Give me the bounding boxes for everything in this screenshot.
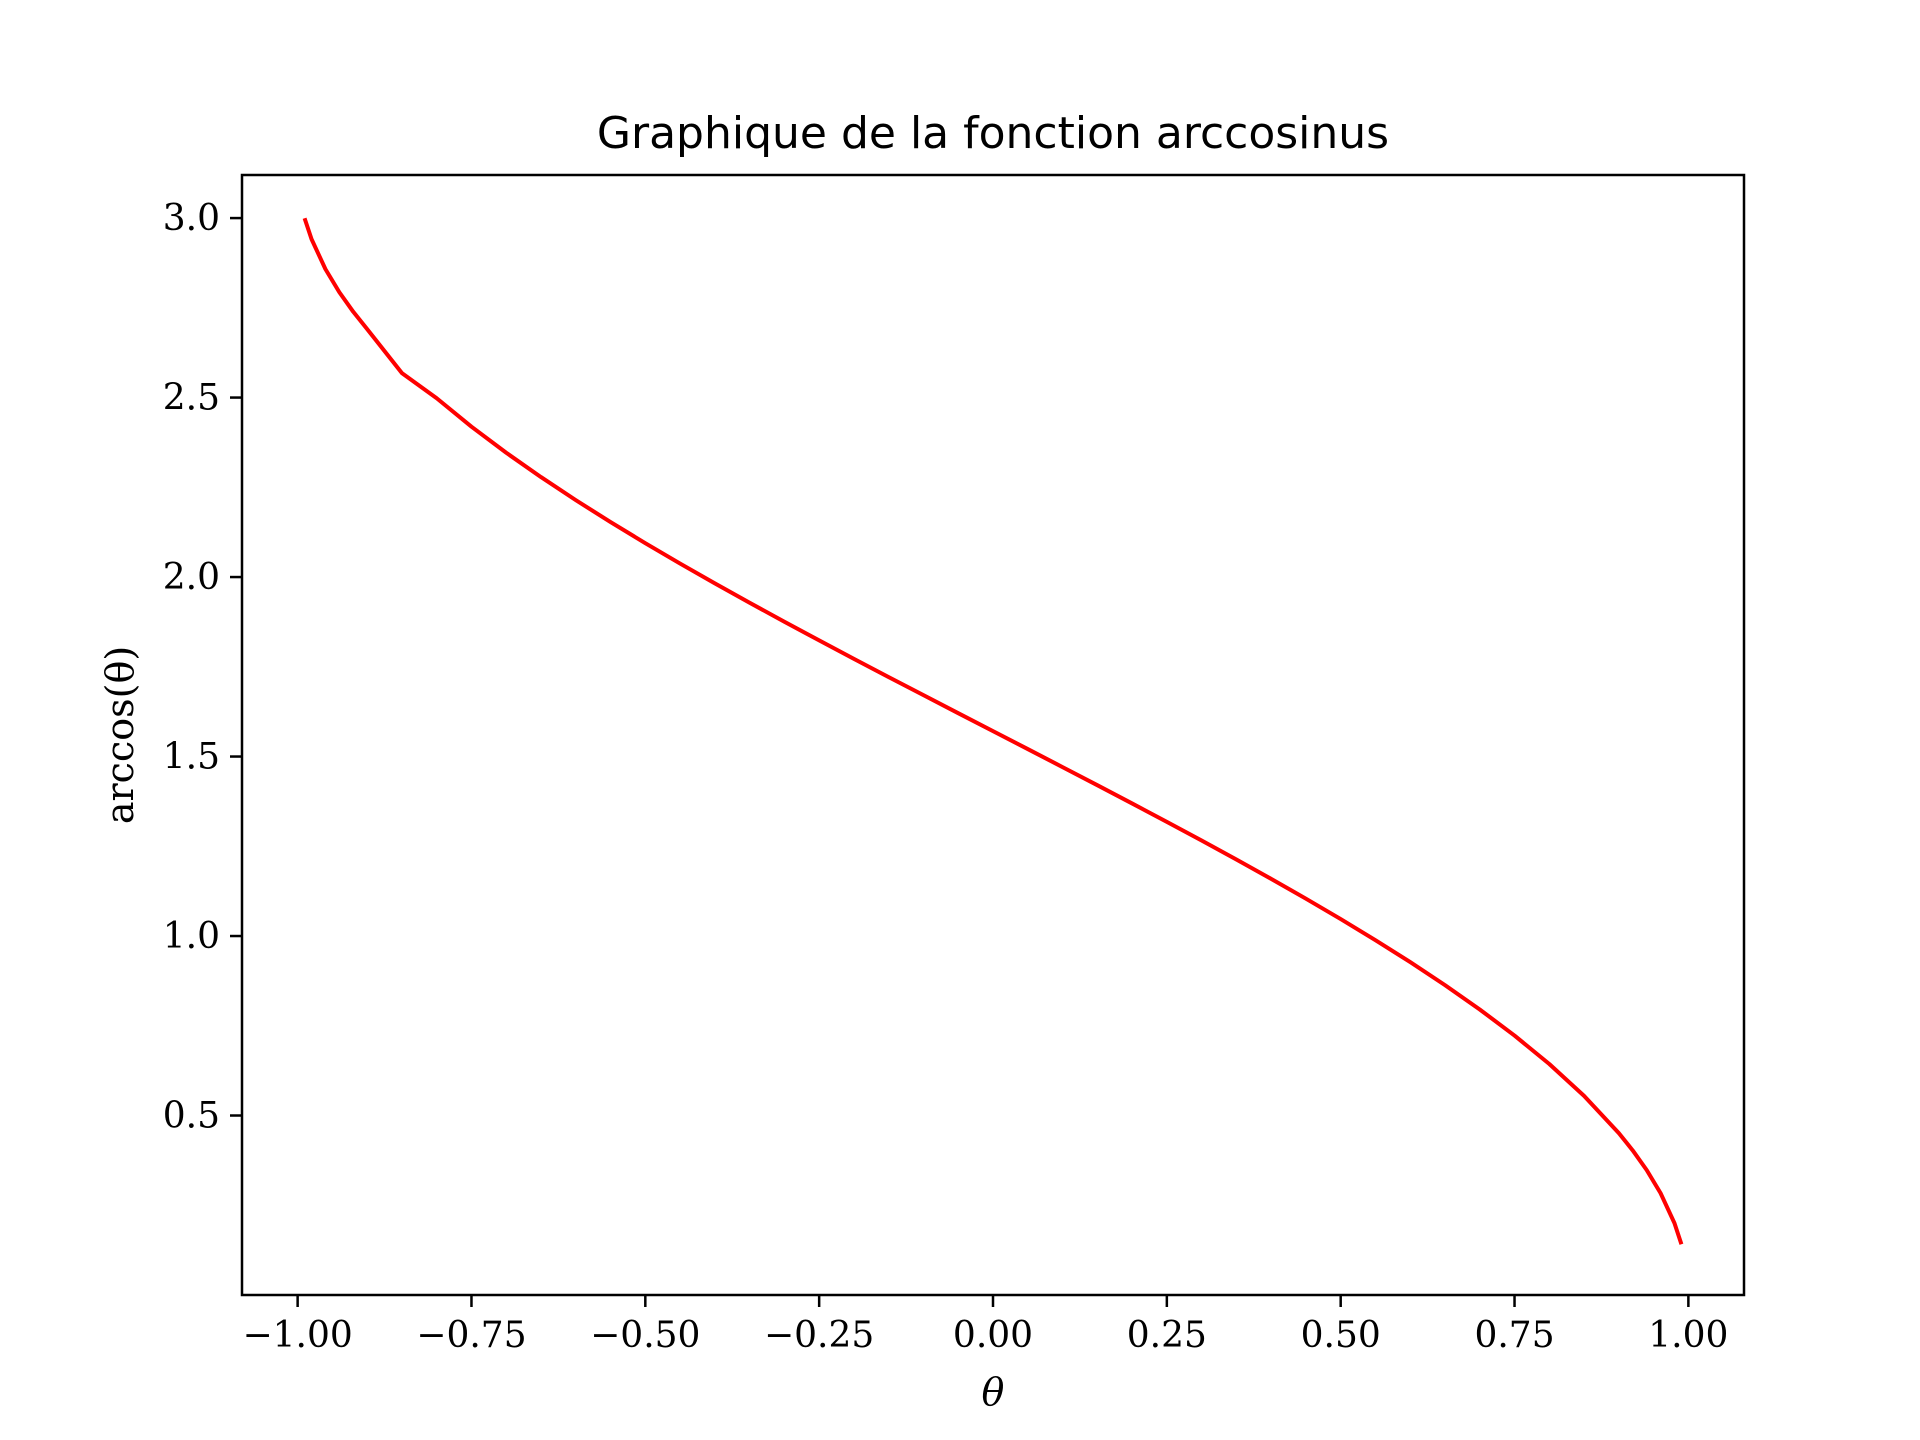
x-tick-label: 0.50 <box>1301 1315 1381 1356</box>
y-tick-label: 3.0 <box>163 198 220 239</box>
y-tick-label: 1.5 <box>163 737 220 778</box>
plot-frame <box>240 173 1746 1297</box>
y-axis: 0.5 1.0 1.5 2.0 2.5 3.0 <box>163 198 242 1137</box>
x-tick-label: −0.25 <box>764 1315 874 1356</box>
x-tick-label: −0.50 <box>590 1315 700 1356</box>
chart-title: Graphique de la fonction arccosinus <box>597 108 1389 159</box>
x-axis-label: θ <box>982 1370 1005 1414</box>
x-tick-label: 1.00 <box>1648 1315 1728 1356</box>
x-tick-label: −0.75 <box>416 1315 526 1356</box>
x-tick-label: 0.25 <box>1127 1315 1207 1356</box>
y-axis-label: arccos(θ) <box>98 646 142 824</box>
x-tick-label: 0.75 <box>1474 1315 1554 1356</box>
arccos-series-line <box>302 217 1684 1245</box>
plot-area <box>240 173 1746 1297</box>
x-axis: −1.00 −0.75 −0.50 −0.25 0.00 0.25 0.50 0.75 1.00 <box>242 1295 1728 1356</box>
y-tick-label: 1.0 <box>163 916 220 957</box>
x-tick-label: −1.00 <box>242 1315 352 1356</box>
x-tick-label: 0.00 <box>953 1315 1033 1356</box>
y-tick-label: 2.5 <box>163 378 220 419</box>
y-tick-label: 0.5 <box>163 1096 220 1137</box>
y-tick-label: 2.0 <box>163 557 220 598</box>
